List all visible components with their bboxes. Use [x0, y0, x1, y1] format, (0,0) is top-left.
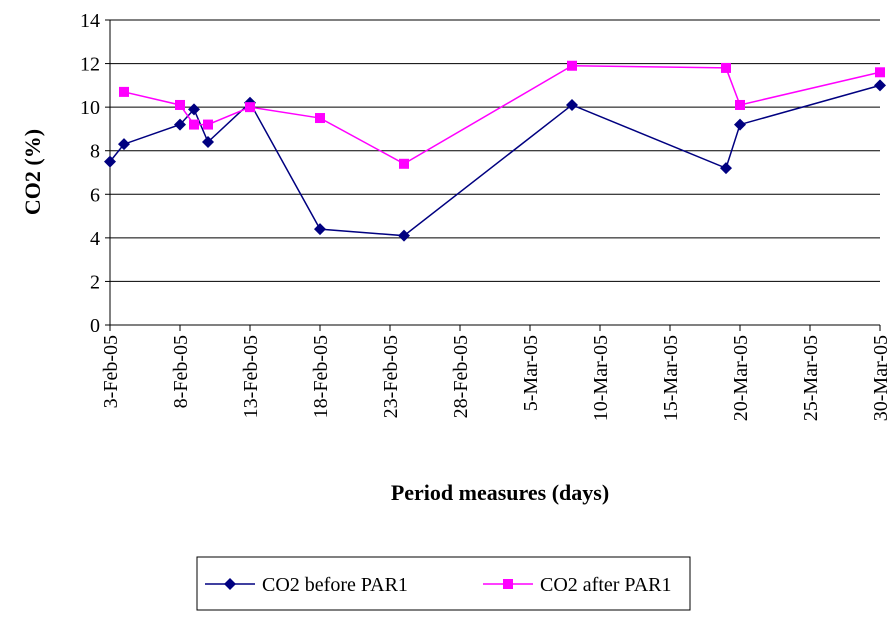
y-tick-label: 2: [90, 271, 100, 293]
y-tick-label: 6: [90, 184, 100, 206]
data-point: [202, 136, 214, 148]
x-axis-title: Period measures (days): [391, 480, 609, 505]
x-tick-label: 30-Mar-05: [870, 335, 892, 421]
data-point: [314, 223, 326, 236]
x-tick-label: 8-Feb-05: [170, 335, 192, 408]
y-tick-label: 14: [80, 10, 100, 32]
x-tick-label: 20-Mar-05: [730, 335, 752, 421]
y-tick-label: 12: [80, 54, 100, 76]
data-point: [398, 229, 410, 242]
x-tick-label: 10-Mar-05: [590, 335, 612, 421]
data-point: [875, 67, 885, 78]
legend-label: CO2 before PAR1: [262, 574, 408, 596]
data-point: [734, 118, 746, 131]
data-point: [118, 138, 130, 151]
data-point: [203, 119, 213, 130]
x-tick-label: 13-Feb-05: [240, 335, 262, 418]
y-tick-label: 0: [90, 315, 100, 337]
data-point: [189, 119, 199, 130]
legend-label: CO2 after PAR1: [540, 574, 671, 596]
data-point: [104, 155, 116, 168]
y-axis-title: CO2 (%): [20, 129, 45, 215]
data-point: [566, 98, 578, 111]
data-line: [109, 84, 881, 237]
data-point: [175, 99, 185, 110]
x-tick-label: 15-Mar-05: [660, 335, 682, 421]
x-tick-label: 18-Feb-05: [310, 335, 332, 418]
data-point: [245, 102, 255, 113]
x-tick-label: 28-Feb-05: [450, 335, 472, 418]
x-tick-label: 23-Feb-05: [380, 335, 402, 418]
data-point: [174, 118, 186, 131]
legend-marker: [224, 578, 236, 590]
data-point: [399, 158, 409, 169]
legend-box: [196, 556, 691, 611]
data-point: [735, 99, 745, 110]
y-tick-label: 8: [90, 141, 100, 163]
data-point: [874, 79, 886, 92]
data-point: [188, 103, 200, 116]
x-tick-label: 25-Mar-05: [800, 335, 822, 421]
data-point: [720, 162, 732, 175]
x-tick-label: 5-Mar-05: [520, 335, 542, 411]
y-tick-label: 4: [90, 228, 100, 250]
data-point: [315, 113, 325, 124]
data-point: [721, 62, 731, 73]
data-point: [567, 60, 577, 71]
x-tick-label: 3-Feb-05: [100, 335, 122, 408]
y-tick-label: 10: [80, 97, 100, 119]
data-point: [119, 86, 129, 97]
legend-marker: [503, 579, 513, 589]
